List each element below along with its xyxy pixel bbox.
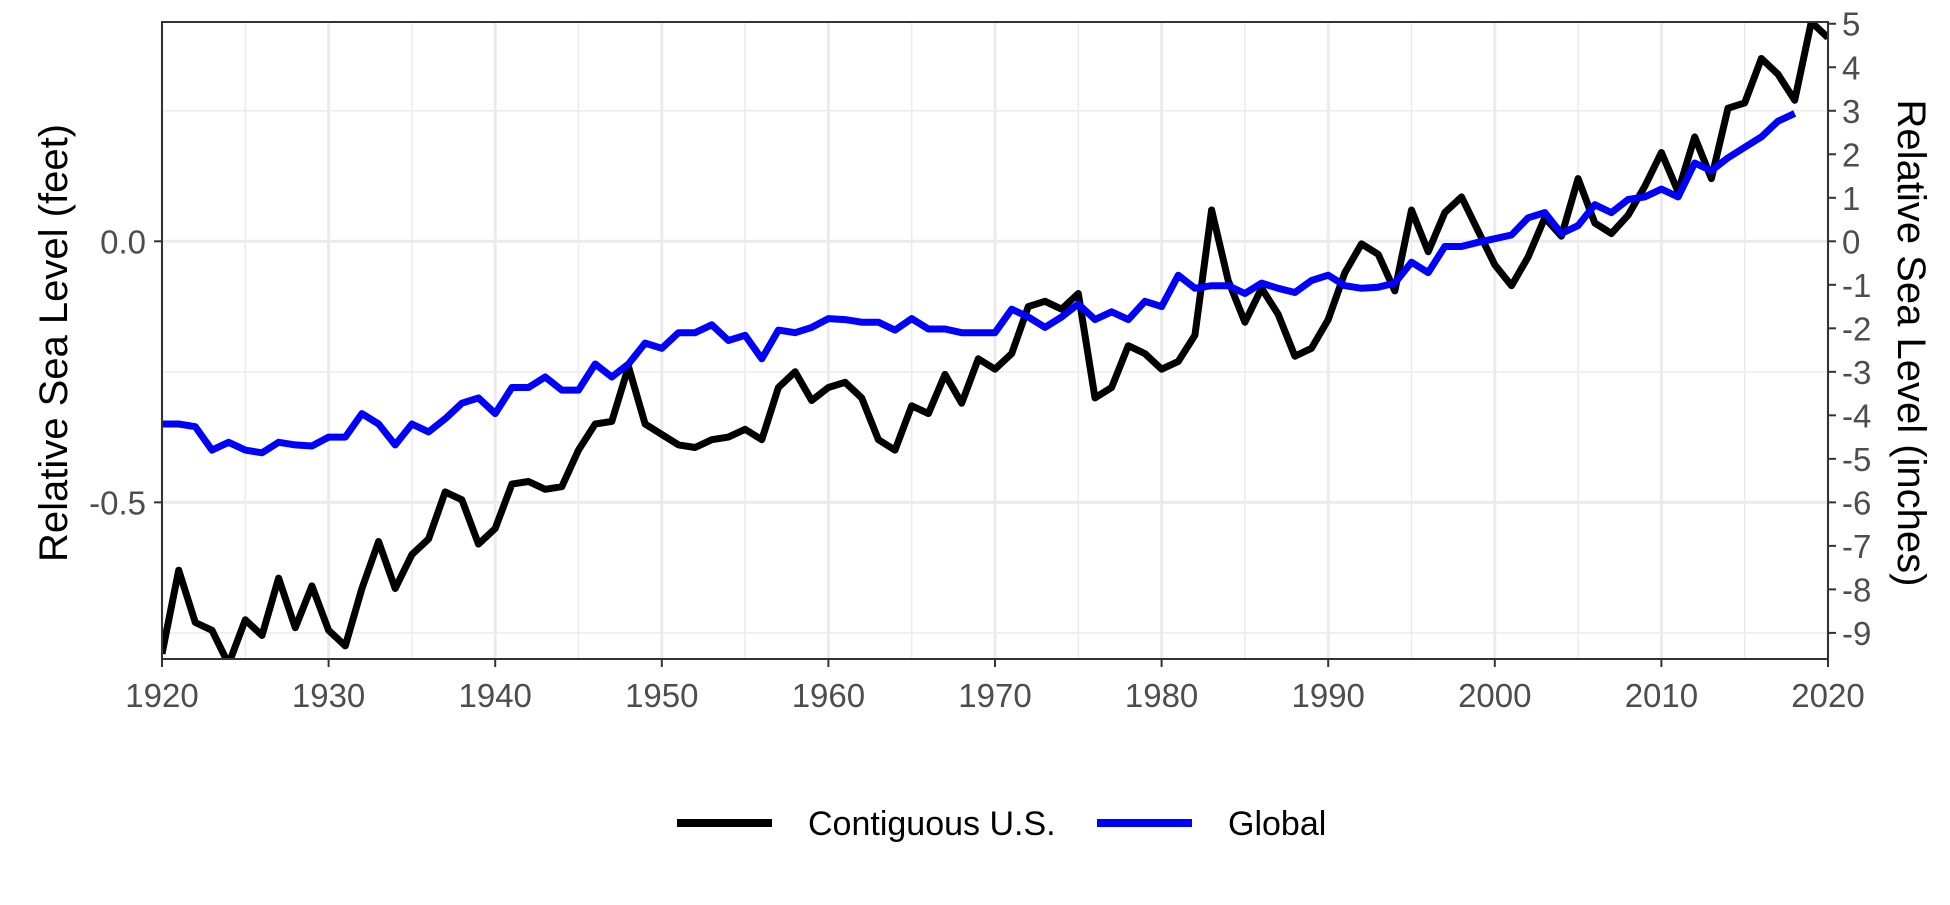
axes: 1920 1930 1940 1950 1960 1970 1980 1990 2000 2010… bbox=[89, 6, 1871, 714]
x-tick-label: 1960 bbox=[792, 677, 865, 714]
y-left-tick-label: -0.5 bbox=[89, 484, 146, 521]
x-tick-label: 2020 bbox=[1791, 677, 1864, 714]
y-right-tick-label: -9 bbox=[1842, 615, 1871, 652]
y-right-tick-label: -8 bbox=[1842, 571, 1871, 608]
x-tick-label: 2000 bbox=[1458, 677, 1531, 714]
y-right-tick-label: -6 bbox=[1842, 484, 1871, 521]
legend-label-global: Global bbox=[1228, 805, 1326, 843]
x-tick-label: 1940 bbox=[458, 677, 531, 714]
series-line-global bbox=[162, 110, 1797, 457]
y-right-tick-label: 0 bbox=[1842, 223, 1860, 260]
y-right-tick-label: -4 bbox=[1842, 397, 1871, 434]
y-right-tick-label: -7 bbox=[1842, 528, 1871, 565]
x-tick-label: 1930 bbox=[292, 677, 365, 714]
y-right-tick-label: -5 bbox=[1842, 441, 1871, 478]
x-tick-label: 1920 bbox=[125, 677, 198, 714]
y-right-tick-label: 3 bbox=[1842, 93, 1860, 130]
x-tick-label: 1970 bbox=[958, 677, 1031, 714]
y-right-tick-label: 4 bbox=[1842, 49, 1860, 86]
y-right-tick-label: -3 bbox=[1842, 354, 1871, 391]
legend: Contiguous U.S. Global bbox=[677, 805, 1326, 843]
y-left-tick-label: 0.0 bbox=[100, 223, 146, 260]
y-right-tick-label: 5 bbox=[1842, 6, 1860, 43]
y-axis-title-left: Relative Sea Level (feet) bbox=[32, 124, 76, 562]
x-tick-label: 1950 bbox=[625, 677, 698, 714]
grid-lines bbox=[160, 22, 1830, 659]
series-lines bbox=[162, 22, 1828, 659]
legend-label-contiguous-us: Contiguous U.S. bbox=[808, 805, 1056, 843]
y-axis-title-right: Relative Sea Level (inches) bbox=[1889, 100, 1933, 587]
y-right-tick-label: -2 bbox=[1842, 310, 1871, 347]
y-right-tick-label: 2 bbox=[1842, 136, 1860, 173]
y-right-tick-label: -1 bbox=[1842, 267, 1871, 304]
x-tick-label: 2010 bbox=[1625, 677, 1698, 714]
x-tick-label: 1980 bbox=[1125, 677, 1198, 714]
y-right-tick-label: 1 bbox=[1842, 180, 1860, 217]
x-tick-label: 1990 bbox=[1291, 677, 1364, 714]
